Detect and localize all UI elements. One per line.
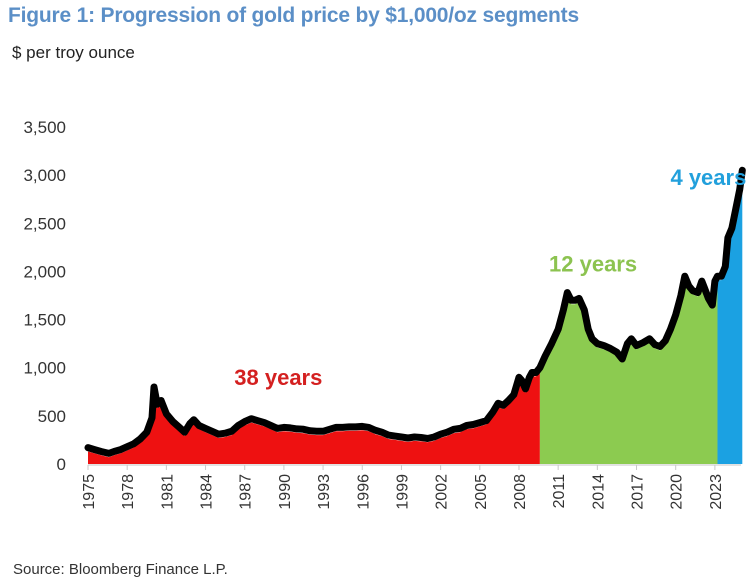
segment-areas bbox=[88, 174, 743, 464]
source-note: Source: Bloomberg Finance L.P. bbox=[13, 561, 228, 578]
annotations: 38 years 12 years 4 years bbox=[234, 165, 746, 390]
x-tick-label: 2017 bbox=[630, 474, 647, 510]
x-tick-label: 1981 bbox=[159, 474, 176, 510]
segment-duration-label: 12 years bbox=[549, 251, 637, 276]
chart-title: Figure 1: Progression of gold price by $… bbox=[8, 4, 579, 27]
x-tick-label: 2014 bbox=[590, 474, 607, 510]
segment-duration-label: 38 years bbox=[234, 365, 322, 390]
gold-price-line bbox=[84, 166, 746, 457]
x-tick-label: 1990 bbox=[277, 474, 294, 510]
y-tick-label: 500 bbox=[38, 407, 66, 426]
y-tick-label: 0 bbox=[57, 455, 66, 474]
segment-area-3 bbox=[717, 174, 743, 464]
x-tick-label: 2005 bbox=[473, 474, 490, 510]
y-tick-label: 2,500 bbox=[23, 214, 66, 233]
y-tick-label: 3,000 bbox=[23, 166, 66, 185]
x-tick-label: 2002 bbox=[434, 474, 451, 510]
x-tick-label: 2020 bbox=[669, 474, 686, 510]
price-line-layer bbox=[84, 166, 746, 457]
segment-duration-label: 4 years bbox=[670, 165, 746, 190]
x-tick-label: 1999 bbox=[394, 474, 411, 510]
x-tick-label: 1996 bbox=[355, 474, 372, 510]
y-tick-label: 3,500 bbox=[23, 118, 66, 137]
x-tick-label: 2011 bbox=[551, 474, 568, 509]
y-tick-label: 1,000 bbox=[23, 359, 66, 378]
segment-area-1 bbox=[88, 371, 540, 464]
x-tick-label: 1978 bbox=[120, 474, 137, 510]
y-tick-label: 2,000 bbox=[23, 262, 66, 281]
x-tick-label: 2008 bbox=[512, 474, 529, 510]
x-axis-ticks: 1975 1978 1981 1984 1987 1990 1993 1996 1999 2002… bbox=[81, 465, 725, 510]
x-tick-label: 1987 bbox=[238, 474, 255, 510]
x-tick-label: 1984 bbox=[199, 474, 216, 510]
x-tick-label: 2023 bbox=[708, 474, 725, 510]
y-tick-label: 1,500 bbox=[23, 311, 66, 330]
y-axis-unit-label: $ per troy ounce bbox=[12, 43, 135, 62]
y-axis-ticks: 0 500 1,000 1,500 2,000 2,500 3,000 3,500 bbox=[23, 118, 66, 474]
x-tick-label: 1975 bbox=[81, 474, 98, 510]
x-tick-label: 1993 bbox=[316, 474, 333, 510]
